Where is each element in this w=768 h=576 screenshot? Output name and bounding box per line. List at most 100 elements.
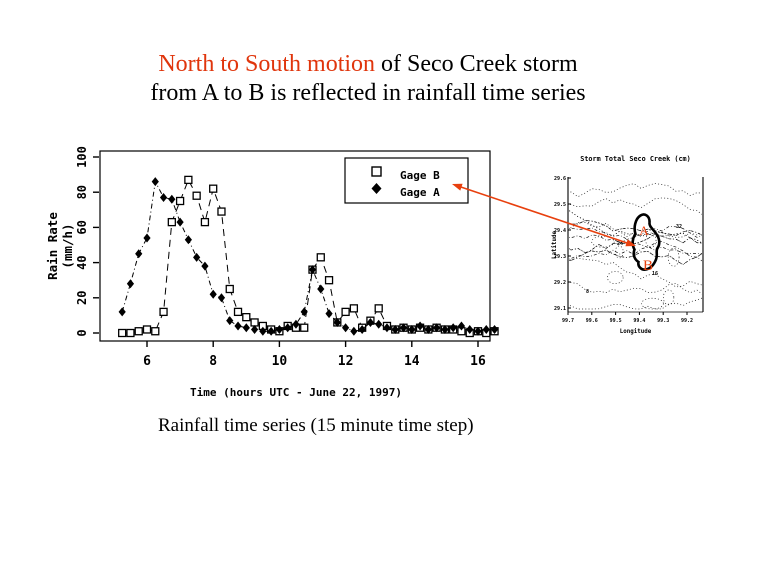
marker-open-square [341, 307, 350, 317]
title-rest-text: of Seco Creek storm [375, 51, 578, 77]
marker-filled-diamond [242, 323, 250, 333]
marker-filled-diamond [474, 326, 482, 336]
map-x-tick-label: 99.5 [610, 318, 622, 324]
marker-open-square [225, 284, 234, 294]
marker-filled-diamond [433, 323, 441, 333]
series-line-gage-a [121, 180, 495, 332]
map-x-tick-label: 99.4 [633, 318, 645, 324]
marker-open-square [175, 196, 185, 206]
marker-open-square [209, 184, 218, 193]
contour-loop [614, 245, 624, 259]
map-y-tick-label: 29.6 [554, 176, 566, 182]
marker-filled-diamond [490, 324, 499, 334]
marker-open-square [217, 207, 226, 216]
marker-filled-diamond [143, 233, 151, 243]
marker-filled-diamond [342, 323, 350, 333]
marker-filled-diamond [234, 321, 242, 331]
marker-filled-diamond [159, 192, 168, 202]
map-x-tick-label: 99.2 [681, 318, 693, 324]
marker-filled-diamond [441, 324, 449, 334]
marker-open-square [142, 325, 152, 334]
marker-open-square [184, 175, 193, 185]
map-y-axis-label: Latitude [552, 231, 558, 259]
marker-filled-diamond [193, 252, 201, 262]
x-axis-label: Time (hours UTC - June 22, 1997) [190, 386, 402, 399]
map-title: Storm Total Seco Creek (cm) [580, 155, 691, 163]
marker-open-square [300, 323, 309, 332]
map-y-tick-label: 29.1 [554, 306, 566, 312]
marker-filled-diamond [317, 284, 325, 294]
marker-filled-diamond [135, 249, 143, 259]
slide-title: North to South motion of Seco Creek stor… [0, 50, 736, 108]
marker-open-square [349, 304, 359, 313]
storm-total-contour-map: Storm Total Seco Creek (cm)29.629.529.42… [552, 155, 704, 335]
marker-open-square [324, 276, 334, 285]
y-axis-label: Rain Rate [45, 212, 60, 280]
marker-filled-diamond [284, 323, 292, 333]
marker-filled-diamond [126, 279, 135, 289]
marker-filled-diamond [325, 309, 333, 319]
map-x-tick-label: 99.6 [586, 318, 598, 324]
marker-filled-diamond [424, 324, 432, 334]
marker-open-square [233, 307, 243, 317]
marker-filled-diamond [350, 326, 358, 336]
contour-value-label: 32 [676, 224, 682, 230]
y-tick-label: 100 [75, 146, 89, 168]
marker-open-square [374, 304, 383, 313]
legend-marker-filled-diamond [371, 183, 382, 194]
map-y-tick-label: 29.5 [554, 202, 566, 208]
marker-filled-diamond [168, 194, 176, 204]
marker-filled-diamond [184, 235, 192, 245]
marker-filled-diamond [449, 323, 457, 333]
marker-filled-diamond [383, 323, 391, 333]
marker-filled-diamond [275, 324, 283, 334]
map-y-tick-label: 29.2 [554, 280, 566, 286]
contour-loop [645, 232, 657, 248]
y-tick-label: 20 [75, 291, 89, 305]
marker-open-square [118, 328, 127, 338]
y-tick-label: 40 [75, 255, 89, 269]
marker-filled-diamond [151, 177, 159, 187]
marker-filled-diamond [375, 319, 383, 329]
contour-line [569, 246, 702, 260]
marker-filled-diamond [292, 319, 300, 329]
title-line-1: North to South motion of Seco Creek stor… [0, 50, 736, 79]
contour-line [569, 248, 702, 265]
y-tick-label: 80 [75, 185, 89, 199]
contour-line [569, 282, 702, 295]
marker-open-square [192, 191, 201, 200]
plot-frame [99, 150, 491, 342]
marker-filled-diamond [118, 307, 126, 317]
marker-open-square [242, 313, 251, 322]
gage-a-label: A [639, 223, 649, 238]
contour-loop [641, 297, 664, 310]
y-tick-label: 60 [75, 220, 89, 234]
marker-open-square [134, 327, 143, 336]
marker-filled-diamond [259, 326, 267, 336]
contour-line [569, 257, 702, 288]
marker-open-square [151, 327, 160, 336]
legend-label-gage-a: Gage A [400, 186, 440, 199]
marker-open-square [126, 328, 135, 338]
contour-loop [667, 247, 680, 267]
title-highlight-text: North to South motion [158, 51, 376, 77]
contour-loop [607, 271, 624, 285]
contour-line [569, 297, 702, 310]
legend-label-gage-b: Gage B [400, 169, 440, 182]
map-x-axis-label: Longitude [620, 329, 652, 335]
contour-line [569, 183, 702, 198]
marker-filled-diamond [201, 261, 209, 271]
contour-value-label: 16 [652, 271, 658, 277]
marker-filled-diamond [366, 317, 375, 327]
marker-filled-diamond [209, 289, 217, 299]
y-axis-units: (mm/h) [60, 223, 75, 268]
marker-filled-diamond [416, 321, 424, 331]
marker-filled-diamond [391, 324, 399, 334]
x-tick-label: 14 [404, 354, 420, 369]
marker-filled-diamond [217, 293, 226, 303]
map-y-tick-label: 29.3 [554, 254, 566, 260]
marker-filled-diamond [267, 326, 275, 336]
marker-filled-diamond [358, 324, 366, 334]
marker-filled-diamond [408, 324, 416, 334]
